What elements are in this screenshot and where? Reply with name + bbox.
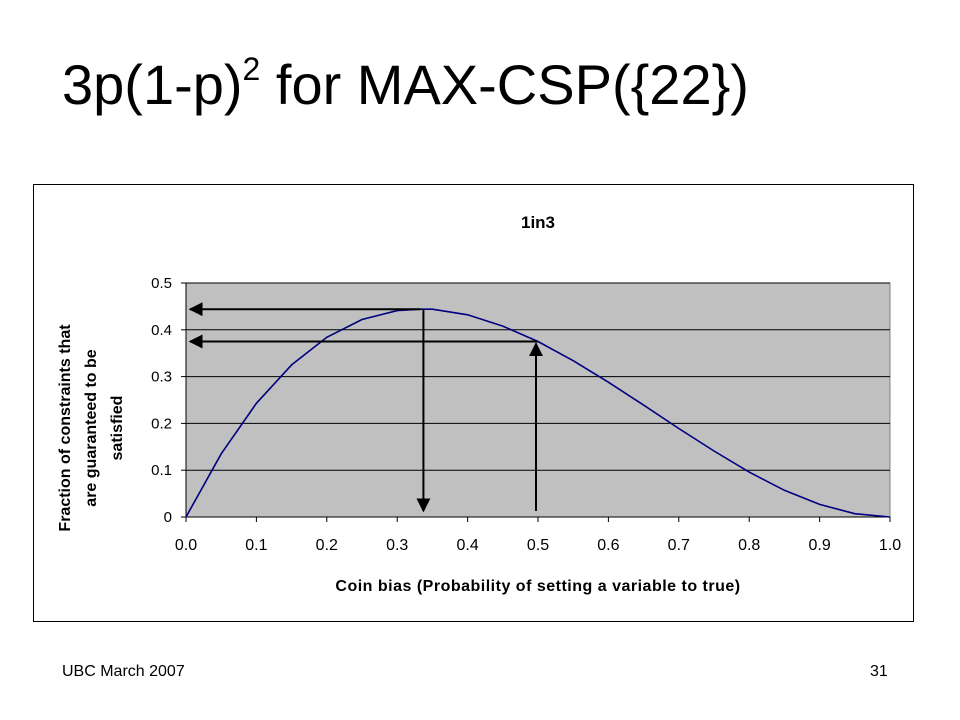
x-tick-label: 0.5 [527,537,549,554]
slide-title: 3p(1-p)2 for MAX-CSP({22}) [62,52,749,117]
chart: 0 0.1 0.2 0.3 0.4 0.5 0.0 0.1 0.2 0.3 0.4 0.5 0.6 0.7… [57,213,901,595]
x-tick-label: 0.7 [668,537,690,554]
y-tick-label: 0.3 [151,369,172,386]
x-tick-label: 0.4 [456,537,478,554]
x-tick-label: 0.8 [738,537,760,554]
y-tick-label: 0.5 [151,275,172,292]
x-tick-label: 0.6 [597,537,619,554]
y-tick-label: 0.4 [151,322,172,339]
x-tick-label: 1.0 [879,537,901,554]
x-tick-label: 0.1 [245,537,267,554]
y-axis-label: Fraction of constraints that [57,324,74,532]
title-main: 3p(1-p) [62,53,243,116]
series-line [185,308,891,518]
y-axis-label: are guaranteed to be [83,349,100,506]
title-rest: for MAX-CSP({22}) [260,53,749,116]
x-tick-label: 0.3 [386,537,408,554]
x-tick-label: 0.0 [175,537,197,554]
y-tick-label: 0.2 [151,415,172,432]
page-number: 31 [870,663,888,680]
plot-area [185,282,891,518]
chart-title: 1in3 [521,213,555,232]
y-tick-label: 0 [164,509,172,526]
y-axis-label: satisfied [109,396,126,461]
footer-text: UBC March 2007 [62,663,185,680]
x-axis-label: Coin bias (Probability of setting a vari… [335,578,740,595]
y-tick-label: 0.1 [151,462,172,479]
chart-frame: 0 0.1 0.2 0.3 0.4 0.5 0.0 0.1 0.2 0.3 0.4 0.5 0.6 0.7… [33,184,914,622]
x-tick-label: 0.9 [808,537,830,554]
x-tick-label: 0.2 [316,537,338,554]
title-exponent: 2 [242,51,261,88]
